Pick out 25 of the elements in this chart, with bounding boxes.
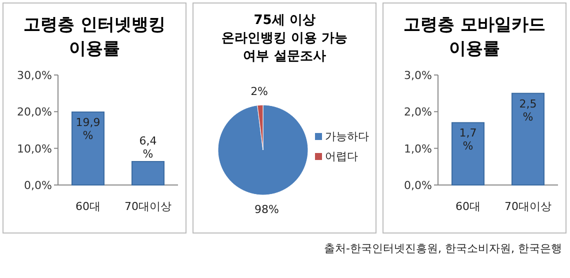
data-label: 2% bbox=[250, 85, 268, 98]
y-tick-label: 20,0% bbox=[17, 106, 52, 119]
y-tick-label: 0,0% bbox=[404, 179, 432, 192]
data-label: 1,7 % bbox=[459, 126, 477, 153]
chart-title: 고령층 모바일카드 이용률 bbox=[404, 15, 546, 59]
data-label: 6,4 % bbox=[139, 134, 157, 161]
x-tick-label: 60대 bbox=[76, 200, 100, 213]
data-label: 19,9 % bbox=[76, 116, 100, 142]
chart-title: 75세 이상 온라인뱅킹 이용 가능 여부 설문조사 bbox=[221, 13, 348, 64]
legend-label: 어렵다 bbox=[325, 150, 358, 163]
data-label: 98% bbox=[254, 202, 279, 216]
y-tick-label: 10,0% bbox=[17, 142, 52, 156]
y-tick-label: 1,0% bbox=[404, 142, 432, 156]
x-tick-label: 70대이상 bbox=[124, 200, 172, 213]
source-note: 출처-한국인터넷진흥원, 한국소비자원, 한국은행 bbox=[324, 242, 562, 255]
y-tick-label: 0,0% bbox=[24, 179, 52, 192]
pie-slice bbox=[218, 104, 308, 196]
y-tick-label: 2,0% bbox=[404, 106, 432, 119]
y-tick-label: 30,0% bbox=[17, 69, 52, 82]
x-tick-label: 60대 bbox=[456, 200, 480, 213]
chart-title: 고령층 인터넷뱅킹 이용률 bbox=[24, 15, 166, 59]
data-label: 2,5 % bbox=[519, 97, 537, 124]
y-tick-label: 3,0% bbox=[404, 69, 432, 82]
legend-label: 가능하다 bbox=[325, 130, 369, 143]
x-tick-label: 70대이상 bbox=[504, 200, 552, 213]
